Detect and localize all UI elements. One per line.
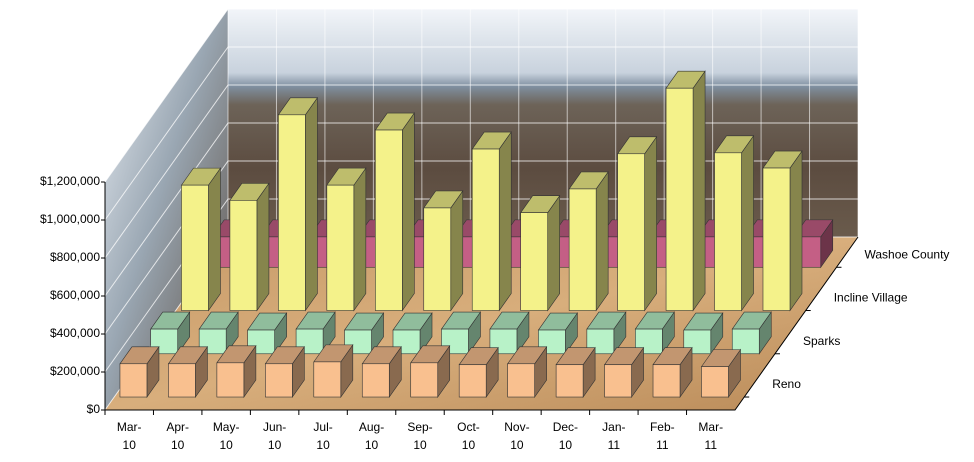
bar (375, 113, 414, 311)
bar-side (208, 168, 220, 310)
y-tick-label: $600,000 (50, 288, 100, 302)
x-tick-label: Mar- (117, 420, 142, 434)
x-tick-label: May- (213, 420, 240, 434)
bar-front (424, 208, 451, 311)
x-tick-label: 10 (219, 438, 233, 452)
x-tick-label: 10 (171, 438, 185, 452)
bar-front (763, 168, 790, 311)
bar-side (596, 172, 608, 311)
bar (715, 136, 754, 311)
bar-front (181, 185, 208, 310)
bar (569, 172, 608, 311)
bar-side (693, 71, 705, 310)
x-tick-label: 11 (608, 438, 621, 452)
x-tick-label: 10 (316, 438, 330, 452)
bar (278, 98, 317, 311)
series-label: Incline Village (834, 291, 908, 305)
bar-front (605, 365, 632, 397)
bar-front (265, 364, 292, 397)
bar (666, 71, 705, 310)
bar (521, 196, 560, 311)
bar (230, 183, 269, 310)
y-tick-label: $1,000,000 (40, 212, 100, 226)
bar-front (217, 363, 244, 397)
chart: $0 $200,000 $400,000 $600,000 $800,000 $1,000… (0, 0, 974, 462)
bar-front (556, 365, 583, 397)
series-label: Reno (772, 377, 801, 391)
x-tick-label: 10 (510, 438, 524, 452)
x-tick-label: Jun- (263, 420, 286, 434)
bar-side (257, 183, 269, 310)
x-tick-label: Jul- (313, 420, 332, 434)
bar-front (230, 200, 257, 310)
bar-front (521, 213, 548, 311)
bar-front (715, 153, 742, 311)
bar-front (362, 364, 389, 397)
y-tick-label: $0 (87, 402, 101, 416)
bar-front (314, 362, 341, 397)
bar-front (120, 364, 147, 397)
bar (181, 168, 220, 310)
bar (618, 137, 657, 311)
x-tick-label: 10 (268, 438, 282, 452)
x-tick-label: 10 (365, 438, 379, 452)
x-tick-label: Nov- (504, 420, 529, 434)
bar-front (701, 367, 728, 397)
bar-front (278, 115, 305, 311)
x-tick-label: Feb- (650, 420, 675, 434)
x-tick-label: 10 (559, 438, 573, 452)
bar (424, 191, 463, 311)
x-tick-label: 11 (705, 438, 718, 452)
y-tick-label: $1,200,000 (40, 174, 100, 188)
x-tick-label: Apr- (166, 420, 189, 434)
bar-front (666, 88, 693, 310)
bar-side (451, 191, 463, 311)
bar-side (645, 137, 657, 311)
x-tick-label: Jan- (602, 420, 625, 434)
series-label: Sparks (803, 334, 840, 348)
x-tick-label: 10 (123, 438, 137, 452)
x-tick-label: Dec- (553, 420, 578, 434)
x-tick-label: 10 (462, 438, 476, 452)
bar-front (653, 365, 680, 397)
bar-front (569, 189, 596, 311)
x-tick-label: Sep- (407, 420, 432, 434)
x-tick-label: 11 (656, 438, 669, 452)
bar (472, 132, 511, 311)
bar-front (327, 185, 354, 310)
bar-front (508, 364, 535, 397)
bar-front (411, 363, 438, 397)
bar-side (402, 113, 414, 311)
x-tick-label: Oct- (457, 420, 480, 434)
bar-front (472, 149, 499, 311)
bar-side (305, 98, 317, 311)
x-tick-label: 10 (413, 438, 427, 452)
bar-front (168, 364, 195, 397)
bar-front (618, 154, 645, 311)
x-tick-label: Aug- (359, 420, 384, 434)
bar-side (548, 196, 560, 311)
y-tick-label: $800,000 (50, 250, 100, 264)
y-tick-label: $400,000 (50, 326, 100, 340)
y-tick-label: $200,000 (50, 364, 100, 378)
bar-front (375, 130, 402, 311)
bar-front (459, 365, 486, 397)
bar-side (742, 136, 754, 311)
bar-side (354, 168, 366, 310)
bar (763, 151, 802, 311)
x-tick-label: Mar- (698, 420, 723, 434)
series-label: Washoe County (864, 247, 949, 261)
bar-side (790, 151, 802, 311)
bar (327, 168, 366, 310)
bar-side (499, 132, 511, 311)
